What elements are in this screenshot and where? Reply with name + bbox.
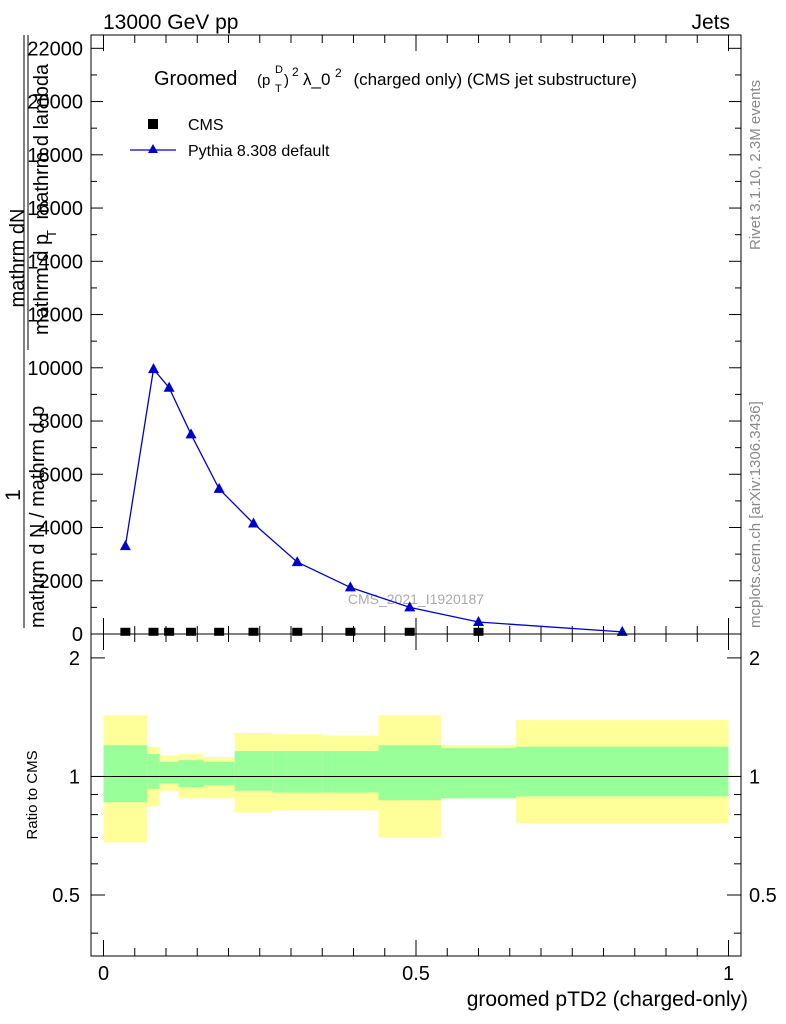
pythia-point: [119, 540, 131, 551]
mcplots-label: mcplots.cern.ch [arXiv:1306.3436]: [747, 401, 764, 628]
pythia-point: [344, 581, 356, 592]
ratio-y-axis-label: Ratio to CMS: [24, 750, 41, 839]
main-y-tick-label: 10000: [27, 358, 83, 380]
ratio-green-band: [178, 760, 204, 788]
main-y-axis-label: 1 mathrm d N / mathrm d p mathrm dN math…: [2, 35, 59, 628]
energy-label: 13000 GeV pp: [103, 11, 238, 34]
legend-cms-marker: [148, 119, 158, 129]
ylabel-frac-right-top: mathrm dN: [7, 209, 29, 308]
cms-point: [186, 627, 196, 636]
ratio-bands: [103, 715, 729, 843]
ratio-green-band: [272, 751, 323, 793]
ratio-y-tick-label-right: 1: [749, 766, 760, 788]
main-y-tick-label: 12000: [27, 305, 83, 327]
pythia-point: [148, 363, 159, 374]
cms-point: [404, 627, 415, 636]
ratio-x-tick-label: 0: [98, 963, 109, 985]
cms-point: [148, 627, 159, 636]
main-y-tick-label: 22000: [27, 38, 83, 60]
cms-point: [120, 627, 131, 636]
rivet-label: Rivet 3.1.10, 2.3M events: [747, 80, 764, 250]
legend: CMS Pythia 8.308 default: [130, 117, 330, 160]
ratio-green-band: [441, 748, 516, 799]
main-y-tick-label: 0: [72, 624, 83, 646]
ratio-panel: 0.5 0.51 12 2 0 0.5 1 Ratio to CMS groomed pT…: [24, 633, 777, 1011]
ratio-x-tick-label: 0.5: [402, 963, 430, 985]
ratio-y-axis: 0.5 0.5 1 1 2 2: [52, 648, 777, 934]
main-y-tick-label: 18000: [27, 145, 83, 167]
cms-point: [248, 627, 259, 636]
analysis-label: CMS_2021_I1920187: [348, 591, 484, 607]
ratio-y-tick-label-right: 0.5: [749, 885, 777, 907]
main-y-tick-label: 16000: [27, 198, 83, 220]
main-series: [119, 363, 628, 636]
pythia-point: [291, 556, 303, 567]
pythia-point: [473, 616, 484, 627]
ratio-green-band: [103, 745, 148, 803]
ratio-y-tick-label-right: 2: [749, 648, 760, 670]
ratio-green-band: [378, 745, 441, 801]
pythia-point: [616, 625, 628, 636]
ratio-green-band: [203, 761, 235, 786]
ratio-y-tick-label: 1: [69, 766, 80, 788]
legend-cms-label: CMS: [188, 117, 224, 134]
ratio-green-band: [234, 751, 273, 791]
cms-point: [473, 627, 484, 636]
ratio-y-tick-label: 2: [69, 648, 80, 670]
cms-point: [214, 627, 225, 636]
main-y-tick-label: 8000: [39, 411, 84, 433]
main-y-axis: 0 2000 4000 6000 8000 10000 12000 14000 16000 180…: [27, 38, 741, 646]
title-close: ): [284, 72, 289, 89]
main-y-tick-label: 20000: [27, 92, 83, 114]
title-sup-d: D: [275, 64, 283, 76]
ylabel-frac-right-bottom: mathrm d p: [31, 234, 53, 335]
pythia-point: [213, 482, 225, 493]
x-axis-label: groomed pTD2 (charged-only): [467, 988, 748, 1011]
ratio-green-band: [159, 761, 179, 784]
title-sup3: 2: [335, 66, 342, 80]
main-panel: 0 2000 4000 6000 8000 10000 12000 14000 16000 180…: [2, 34, 742, 646]
ratio-y-tick-label: 0.5: [52, 885, 80, 907]
plot-title: Groomed (p T D ) 2 λ_0 2 (charged only) …: [154, 64, 637, 95]
category-label: Jets: [691, 11, 730, 34]
main-y-tick-label: 2000: [39, 571, 84, 593]
legend-pythia-label: Pythia 8.308 default: [188, 143, 330, 160]
ratio-x-axis: 0 0.5 1: [98, 634, 734, 985]
ylabel-one: 1: [2, 489, 25, 501]
title-sub: T: [275, 83, 282, 95]
ylabel-frac-right-rest: mathrm d lambda: [31, 63, 53, 225]
main-y-tick-label: 6000: [39, 464, 84, 486]
cms-point: [345, 627, 356, 636]
main-y-tick-label: 14000: [27, 251, 83, 273]
title-p: (p: [257, 72, 270, 89]
ylabel-frac-right-sub: T: [44, 230, 59, 238]
ratio-green-band: [147, 754, 160, 789]
main-y-tick-label: 4000: [39, 518, 84, 540]
pythia-point: [248, 517, 259, 528]
legend-pythia-marker: [148, 144, 158, 153]
title-word: Groomed: [154, 68, 237, 90]
pythia-point: [404, 601, 416, 612]
ratio-green-band: [516, 746, 729, 797]
cms-point: [292, 627, 303, 636]
ratio-green-band: [322, 751, 379, 793]
pythia-point: [185, 428, 197, 439]
pythia-point: [163, 381, 175, 392]
title-lambda: λ_0: [303, 70, 330, 89]
title-sup2: 2: [292, 65, 299, 79]
ylabel-frac-left: mathrm d N / mathrm d p: [27, 406, 49, 628]
cms-point: [164, 627, 175, 636]
title-rest: (charged only) (CMS jet substructure): [344, 70, 637, 89]
ratio-x-tick-label: 1: [723, 963, 734, 985]
